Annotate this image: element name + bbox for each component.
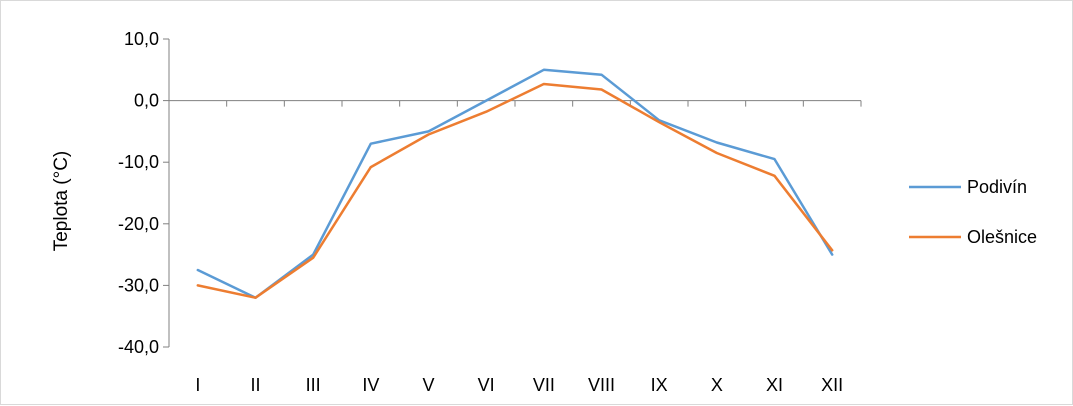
x-category-label: IX bbox=[651, 375, 668, 395]
x-category-label: X bbox=[711, 375, 723, 395]
y-tick-label: 0,0 bbox=[134, 91, 159, 111]
y-axis: 10,0 0,0 -10,0 -20,0 -30,0 -40,0 bbox=[118, 29, 169, 357]
legend-label: Podivín bbox=[967, 177, 1027, 197]
y-tick-label: -10,0 bbox=[118, 152, 159, 172]
y-tick-label: 10,0 bbox=[124, 29, 159, 49]
x-category-label: V bbox=[422, 375, 434, 395]
x-category-label: I bbox=[195, 375, 200, 395]
legend-label: Olešnice bbox=[967, 227, 1037, 247]
x-category-label: III bbox=[306, 375, 321, 395]
y-tick-label: -20,0 bbox=[118, 214, 159, 234]
x-category-label: VI bbox=[478, 375, 495, 395]
series-line-2 bbox=[198, 84, 832, 298]
legend: Podivín Olešnice bbox=[909, 177, 1037, 247]
y-tick-label: -40,0 bbox=[118, 337, 159, 357]
x-category-label: II bbox=[250, 375, 260, 395]
x-category-label: IV bbox=[362, 375, 379, 395]
x-category-label: XI bbox=[766, 375, 783, 395]
x-category-label: VIII bbox=[588, 375, 615, 395]
y-axis-title: Teplota (°C) bbox=[51, 151, 72, 252]
x-category-label: XII bbox=[821, 375, 843, 395]
y-tick-label: -30,0 bbox=[118, 275, 159, 295]
x-category-label: VII bbox=[533, 375, 555, 395]
